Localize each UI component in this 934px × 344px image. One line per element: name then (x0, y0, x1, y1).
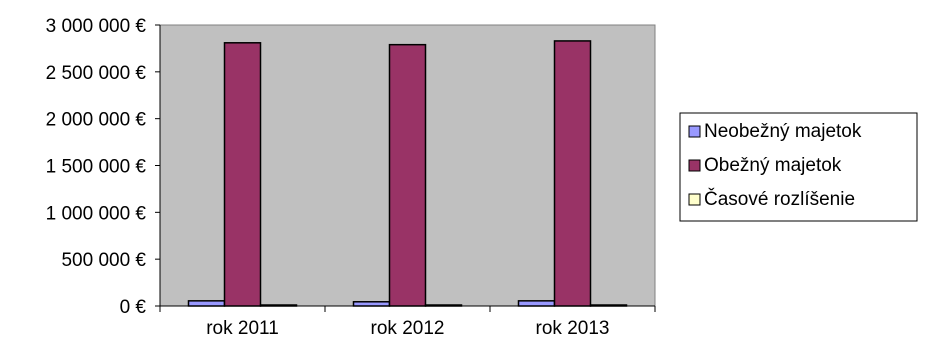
legend-label: Obežný majetok (704, 155, 842, 176)
legend-swatch-obežný-majetok (688, 159, 701, 172)
legend-label: Časové rozlíšenie (704, 188, 855, 210)
y-tick-label: 2 000 000 € (46, 110, 147, 131)
bar-obežný-majetok-rok-2013 (553, 40, 592, 307)
bar-obežný-majetok-rok-2011 (223, 42, 262, 307)
bar-obežný-majetok-rok-2012 (388, 43, 427, 307)
x-tick-label: rok 2011 (206, 318, 279, 339)
bar-neobežný-majetok-rok-2013 (517, 300, 556, 307)
legend-swatch-časové-rozlíšenie (688, 193, 701, 206)
legend-swatch-neobežný-majetok (688, 125, 701, 138)
bar-neobežný-majetok-rok-2011 (187, 300, 226, 307)
y-tick-label: 1 000 000 € (46, 203, 147, 224)
legend-box (679, 112, 918, 222)
y-tick-label: 3 000 000 € (46, 16, 147, 37)
y-tick-label: 1 500 000 € (46, 157, 147, 178)
y-tick-label: 2 500 000 € (46, 63, 147, 84)
y-tick-label: 500 000 € (61, 250, 146, 271)
x-tick-label: rok 2012 (371, 318, 445, 339)
x-tick-label: rok 2013 (536, 318, 610, 339)
bar-neobežný-majetok-rok-2012 (352, 301, 391, 307)
y-tick-label: 0 € (120, 297, 147, 318)
legend-label: Neobežný majetok (704, 121, 862, 142)
